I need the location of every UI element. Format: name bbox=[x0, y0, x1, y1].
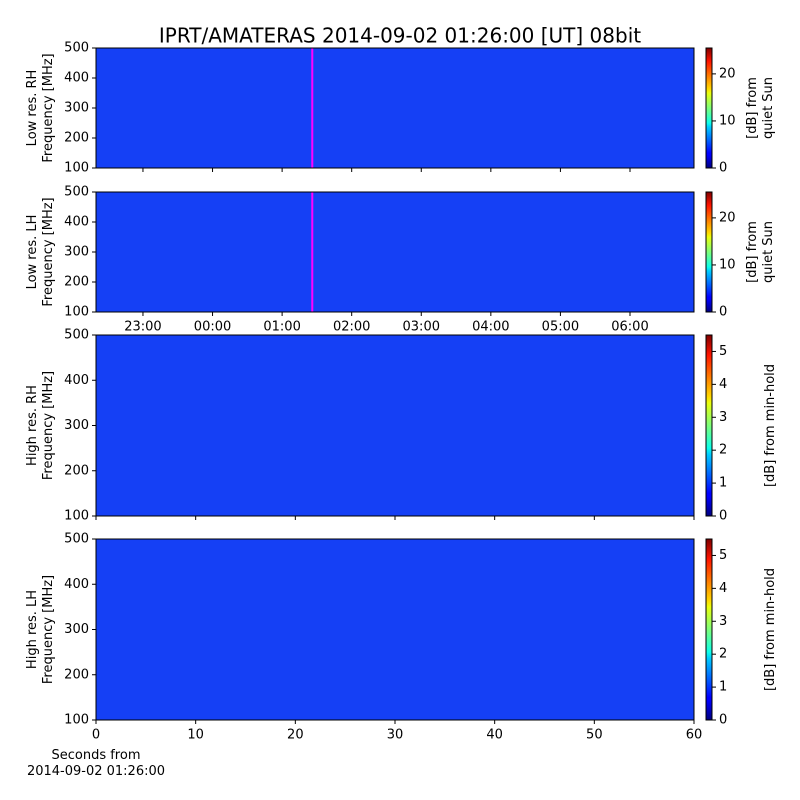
y-tick-label: 500 bbox=[64, 41, 89, 56]
colorbar-label: [dB] fromquiet Sun bbox=[745, 77, 776, 139]
colorbar-tick-label: 4 bbox=[719, 377, 727, 392]
y-tick-label: 500 bbox=[64, 532, 89, 547]
y-tick-label: 200 bbox=[64, 275, 89, 290]
y-tick-label: 100 bbox=[64, 509, 89, 524]
heatmap-background bbox=[96, 48, 694, 168]
colorbar-tick-label: 20 bbox=[719, 66, 736, 81]
y-tick-label: 400 bbox=[64, 577, 89, 592]
heatmap-background bbox=[96, 335, 694, 516]
x-tick-label: 01:00 bbox=[263, 320, 300, 335]
x-tick-label: 05:00 bbox=[542, 320, 579, 335]
y-tick-label: 300 bbox=[64, 418, 89, 433]
x-axis-label: Seconds from 2014-09-02 01:26:00 bbox=[27, 748, 165, 779]
heatmap-background bbox=[96, 539, 694, 720]
colorbar-tick-label: 1 bbox=[719, 476, 727, 491]
y-axis-label: High res. RHFrequency [MHz] bbox=[25, 371, 56, 480]
colorbar bbox=[705, 334, 713, 517]
colorbar-tick-label: 3 bbox=[719, 410, 727, 425]
y-tick-label: 300 bbox=[64, 245, 89, 260]
x-tick-label: 02:00 bbox=[333, 320, 370, 335]
x-tick-label: 60 bbox=[686, 728, 703, 743]
x-tick-label: 00:00 bbox=[194, 320, 231, 335]
figure-title: IPRT/AMATERAS 2014-09-02 01:26:00 [UT] 0… bbox=[159, 24, 641, 48]
y-tick-label: 300 bbox=[64, 622, 89, 637]
y-tick-label: 100 bbox=[64, 713, 89, 728]
y-axis-label: Low res. RHFrequency [MHz] bbox=[25, 53, 56, 162]
colorbar-tick-label: 5 bbox=[719, 344, 727, 359]
y-tick-label: 400 bbox=[64, 71, 89, 86]
x-tick-label: 20 bbox=[287, 728, 304, 743]
colorbar bbox=[705, 191, 713, 313]
x-tick-label: 06:00 bbox=[611, 320, 648, 335]
y-tick-label: 500 bbox=[64, 185, 89, 200]
colorbar-tick-label: 10 bbox=[719, 113, 736, 128]
x-tick-label: 10 bbox=[187, 728, 204, 743]
colorbar bbox=[705, 538, 713, 721]
y-tick-label: 200 bbox=[64, 131, 89, 146]
x-tick-label: 0 bbox=[92, 728, 100, 743]
y-tick-label: 200 bbox=[64, 463, 89, 478]
y-tick-label: 400 bbox=[64, 373, 89, 388]
colorbar-tick-label: 4 bbox=[719, 581, 727, 596]
y-tick-label: 500 bbox=[64, 328, 89, 343]
heatmap-background bbox=[96, 192, 694, 312]
colorbar bbox=[705, 47, 713, 169]
colorbar-tick-label: 10 bbox=[719, 257, 736, 272]
colorbar-label: [dB] fromquiet Sun bbox=[745, 221, 776, 283]
y-tick-label: 100 bbox=[64, 161, 89, 176]
x-tick-label: 40 bbox=[486, 728, 503, 743]
y-tick-label: 100 bbox=[64, 305, 89, 320]
colorbar-label: [dB] from min-hold bbox=[763, 568, 778, 691]
y-tick-label: 300 bbox=[64, 101, 89, 116]
x-tick-label: 03:00 bbox=[403, 320, 440, 335]
colorbar-tick-label: 1 bbox=[719, 680, 727, 695]
colorbar-tick-label: 0 bbox=[719, 713, 727, 728]
colorbar-tick-label: 0 bbox=[719, 509, 727, 524]
y-axis-label: Low res. LHFrequency [MHz] bbox=[25, 197, 56, 306]
x-tick-label: 23:00 bbox=[124, 320, 161, 335]
colorbar-tick-label: 2 bbox=[719, 647, 727, 662]
colorbar-tick-label: 5 bbox=[719, 548, 727, 563]
colorbar-tick-label: 0 bbox=[719, 305, 727, 320]
y-tick-label: 200 bbox=[64, 667, 89, 682]
colorbar-tick-label: 0 bbox=[719, 161, 727, 176]
x-tick-label: 04:00 bbox=[472, 320, 509, 335]
colorbar-label: [dB] from min-hold bbox=[763, 364, 778, 487]
y-axis-label: High res. LHFrequency [MHz] bbox=[25, 575, 56, 684]
x-tick-label: 50 bbox=[586, 728, 603, 743]
colorbar-tick-label: 3 bbox=[719, 614, 727, 629]
colorbar-tick-label: 2 bbox=[719, 443, 727, 458]
x-tick-label: 30 bbox=[387, 728, 404, 743]
y-tick-label: 400 bbox=[64, 215, 89, 230]
colorbar-tick-label: 20 bbox=[719, 210, 736, 225]
